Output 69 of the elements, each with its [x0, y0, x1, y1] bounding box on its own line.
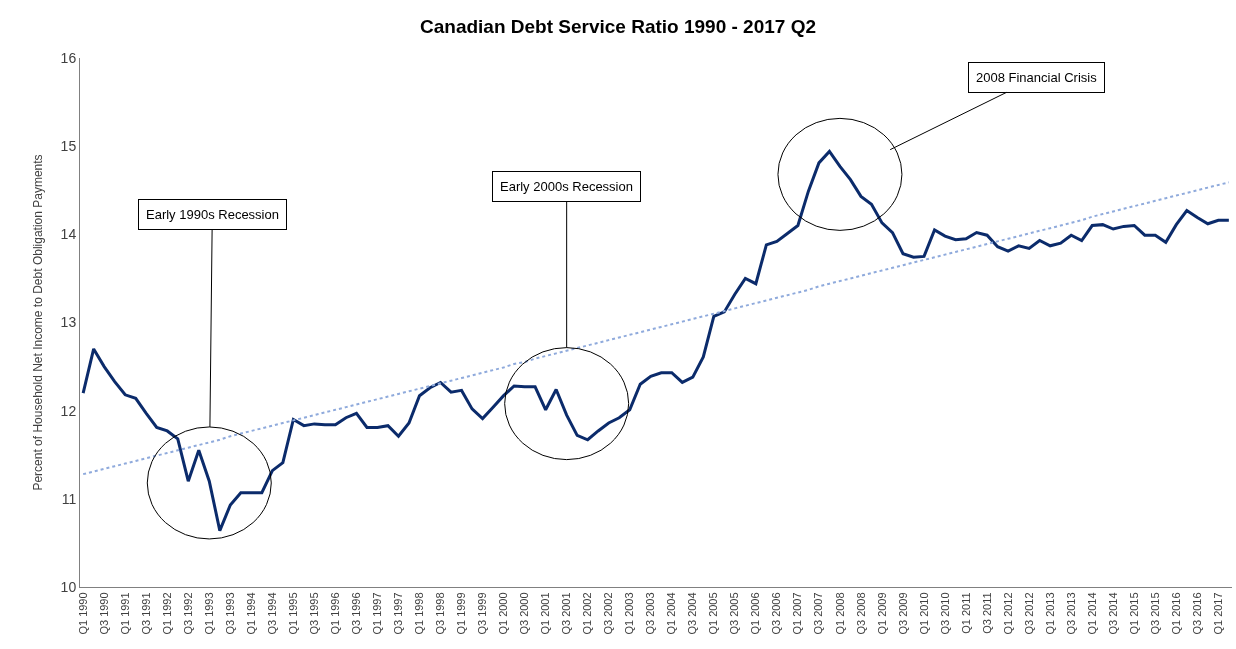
- x-tick-label: Q1 2017: [1211, 592, 1224, 635]
- x-tick-label: Q1 2000: [497, 592, 510, 635]
- x-tick-label: Q1 1996: [329, 592, 341, 635]
- y-axis-title: Percent of Household Net Income to Debt Obligation Payments: [30, 154, 45, 491]
- y-tick-label: 10: [60, 578, 77, 595]
- x-tick-label: Q1 2013: [1043, 592, 1056, 635]
- chart-title: Canadian Debt Service Ratio 1990 - 2017 Q2: [419, 15, 817, 37]
- x-tick-label: Q3 2002: [602, 592, 615, 635]
- x-tick-label: Q1 2010: [917, 592, 930, 635]
- y-tick-label: 15: [60, 138, 77, 155]
- x-tick-label: Q3 2016: [1190, 592, 1203, 635]
- x-tick-label: Q3 1991: [139, 592, 152, 635]
- x-tick-label: Q3 1996: [350, 592, 363, 635]
- x-tick-label: Q3 2009: [896, 592, 909, 635]
- annotation: Early 2000s Recession: [500, 179, 633, 194]
- x-tick-label: Q3 1997: [392, 592, 405, 635]
- annotation: Early 1990s Recession: [146, 207, 279, 222]
- x-tick-label: Q1 2006: [749, 592, 762, 635]
- x-tick-label: Q3 2005: [728, 592, 741, 635]
- x-tick-label: Q3 1993: [223, 592, 236, 635]
- x-tick-label: Q1 2007: [791, 592, 804, 635]
- x-tick-label: Q1 2014: [1085, 592, 1098, 635]
- x-tick-label: Q1 1997: [371, 592, 384, 635]
- x-tick-label: Q1 2008: [833, 592, 846, 635]
- x-tick-label: Q3 2010: [938, 592, 951, 635]
- x-tick-label: Q3 1998: [434, 592, 447, 635]
- x-tick-label: Q1 2002: [581, 592, 594, 635]
- line-series: [82, 181, 1230, 476]
- x-tick-label: Q3 2000: [518, 592, 531, 635]
- line-series: [81, 149, 1231, 533]
- annotation: 2008 Financial Crisis: [976, 70, 1098, 85]
- x-tick-label: Q3 2007: [812, 592, 825, 635]
- x-tick-label: Q1 2012: [1001, 592, 1014, 635]
- x-tick-label: Q1 2005: [707, 592, 720, 635]
- x-tick-label: Q1 1992: [160, 592, 173, 635]
- x-tick-label: Q3 2001: [560, 592, 573, 635]
- x-tick-label: Q1 1994: [244, 592, 257, 635]
- x-tick-label: Q3 2006: [770, 592, 783, 635]
- x-tick-label: Q1 1999: [455, 592, 468, 635]
- y-tick-label: 13: [60, 314, 77, 331]
- x-tick-label: Q1 2003: [623, 592, 636, 635]
- x-tick-label: Q1 2001: [539, 592, 552, 635]
- x-tick-label: Q1 1995: [286, 592, 299, 635]
- y-tick-label: 16: [60, 49, 77, 66]
- x-tick-label: Q3 2003: [644, 592, 657, 635]
- x-tick-label: Q3 2008: [854, 592, 867, 635]
- x-tick-label: Q3 2014: [1106, 592, 1119, 635]
- x-tick-label: Q3 2013: [1064, 592, 1077, 635]
- x-tick-label: Q3 1999: [476, 592, 489, 635]
- y-tick-label: 11: [61, 490, 77, 507]
- x-tick-label: Q1 1991: [118, 592, 131, 635]
- x-tick-label: Q1 1993: [202, 592, 215, 635]
- x-tick-label: Q1 2009: [875, 592, 888, 635]
- x-tick-label: Q3 1994: [265, 592, 278, 635]
- x-tick-label: Q3 1992: [181, 592, 194, 635]
- x-tick-label: Q3 1995: [307, 592, 320, 635]
- x-tick-label: Q3 2015: [1148, 592, 1161, 635]
- x-tick-label: Q3 1990: [97, 592, 110, 635]
- x-tick-label: Q3 2012: [1022, 592, 1035, 635]
- y-tick-label: 12: [60, 402, 77, 419]
- x-tick-label: Q1 2004: [665, 592, 678, 635]
- x-tick-label: Q1 2011: [959, 592, 972, 634]
- y-tick-label: 14: [60, 226, 77, 243]
- x-tick-label: Q1 2016: [1169, 592, 1182, 635]
- x-tick-label: Q3 2011: [980, 592, 993, 634]
- x-tick-label: Q1 1998: [413, 592, 426, 635]
- x-tick-label: Q1 1990: [76, 592, 89, 635]
- x-tick-label: Q1 2015: [1127, 592, 1140, 635]
- x-tick-label: Q3 2004: [686, 592, 699, 635]
